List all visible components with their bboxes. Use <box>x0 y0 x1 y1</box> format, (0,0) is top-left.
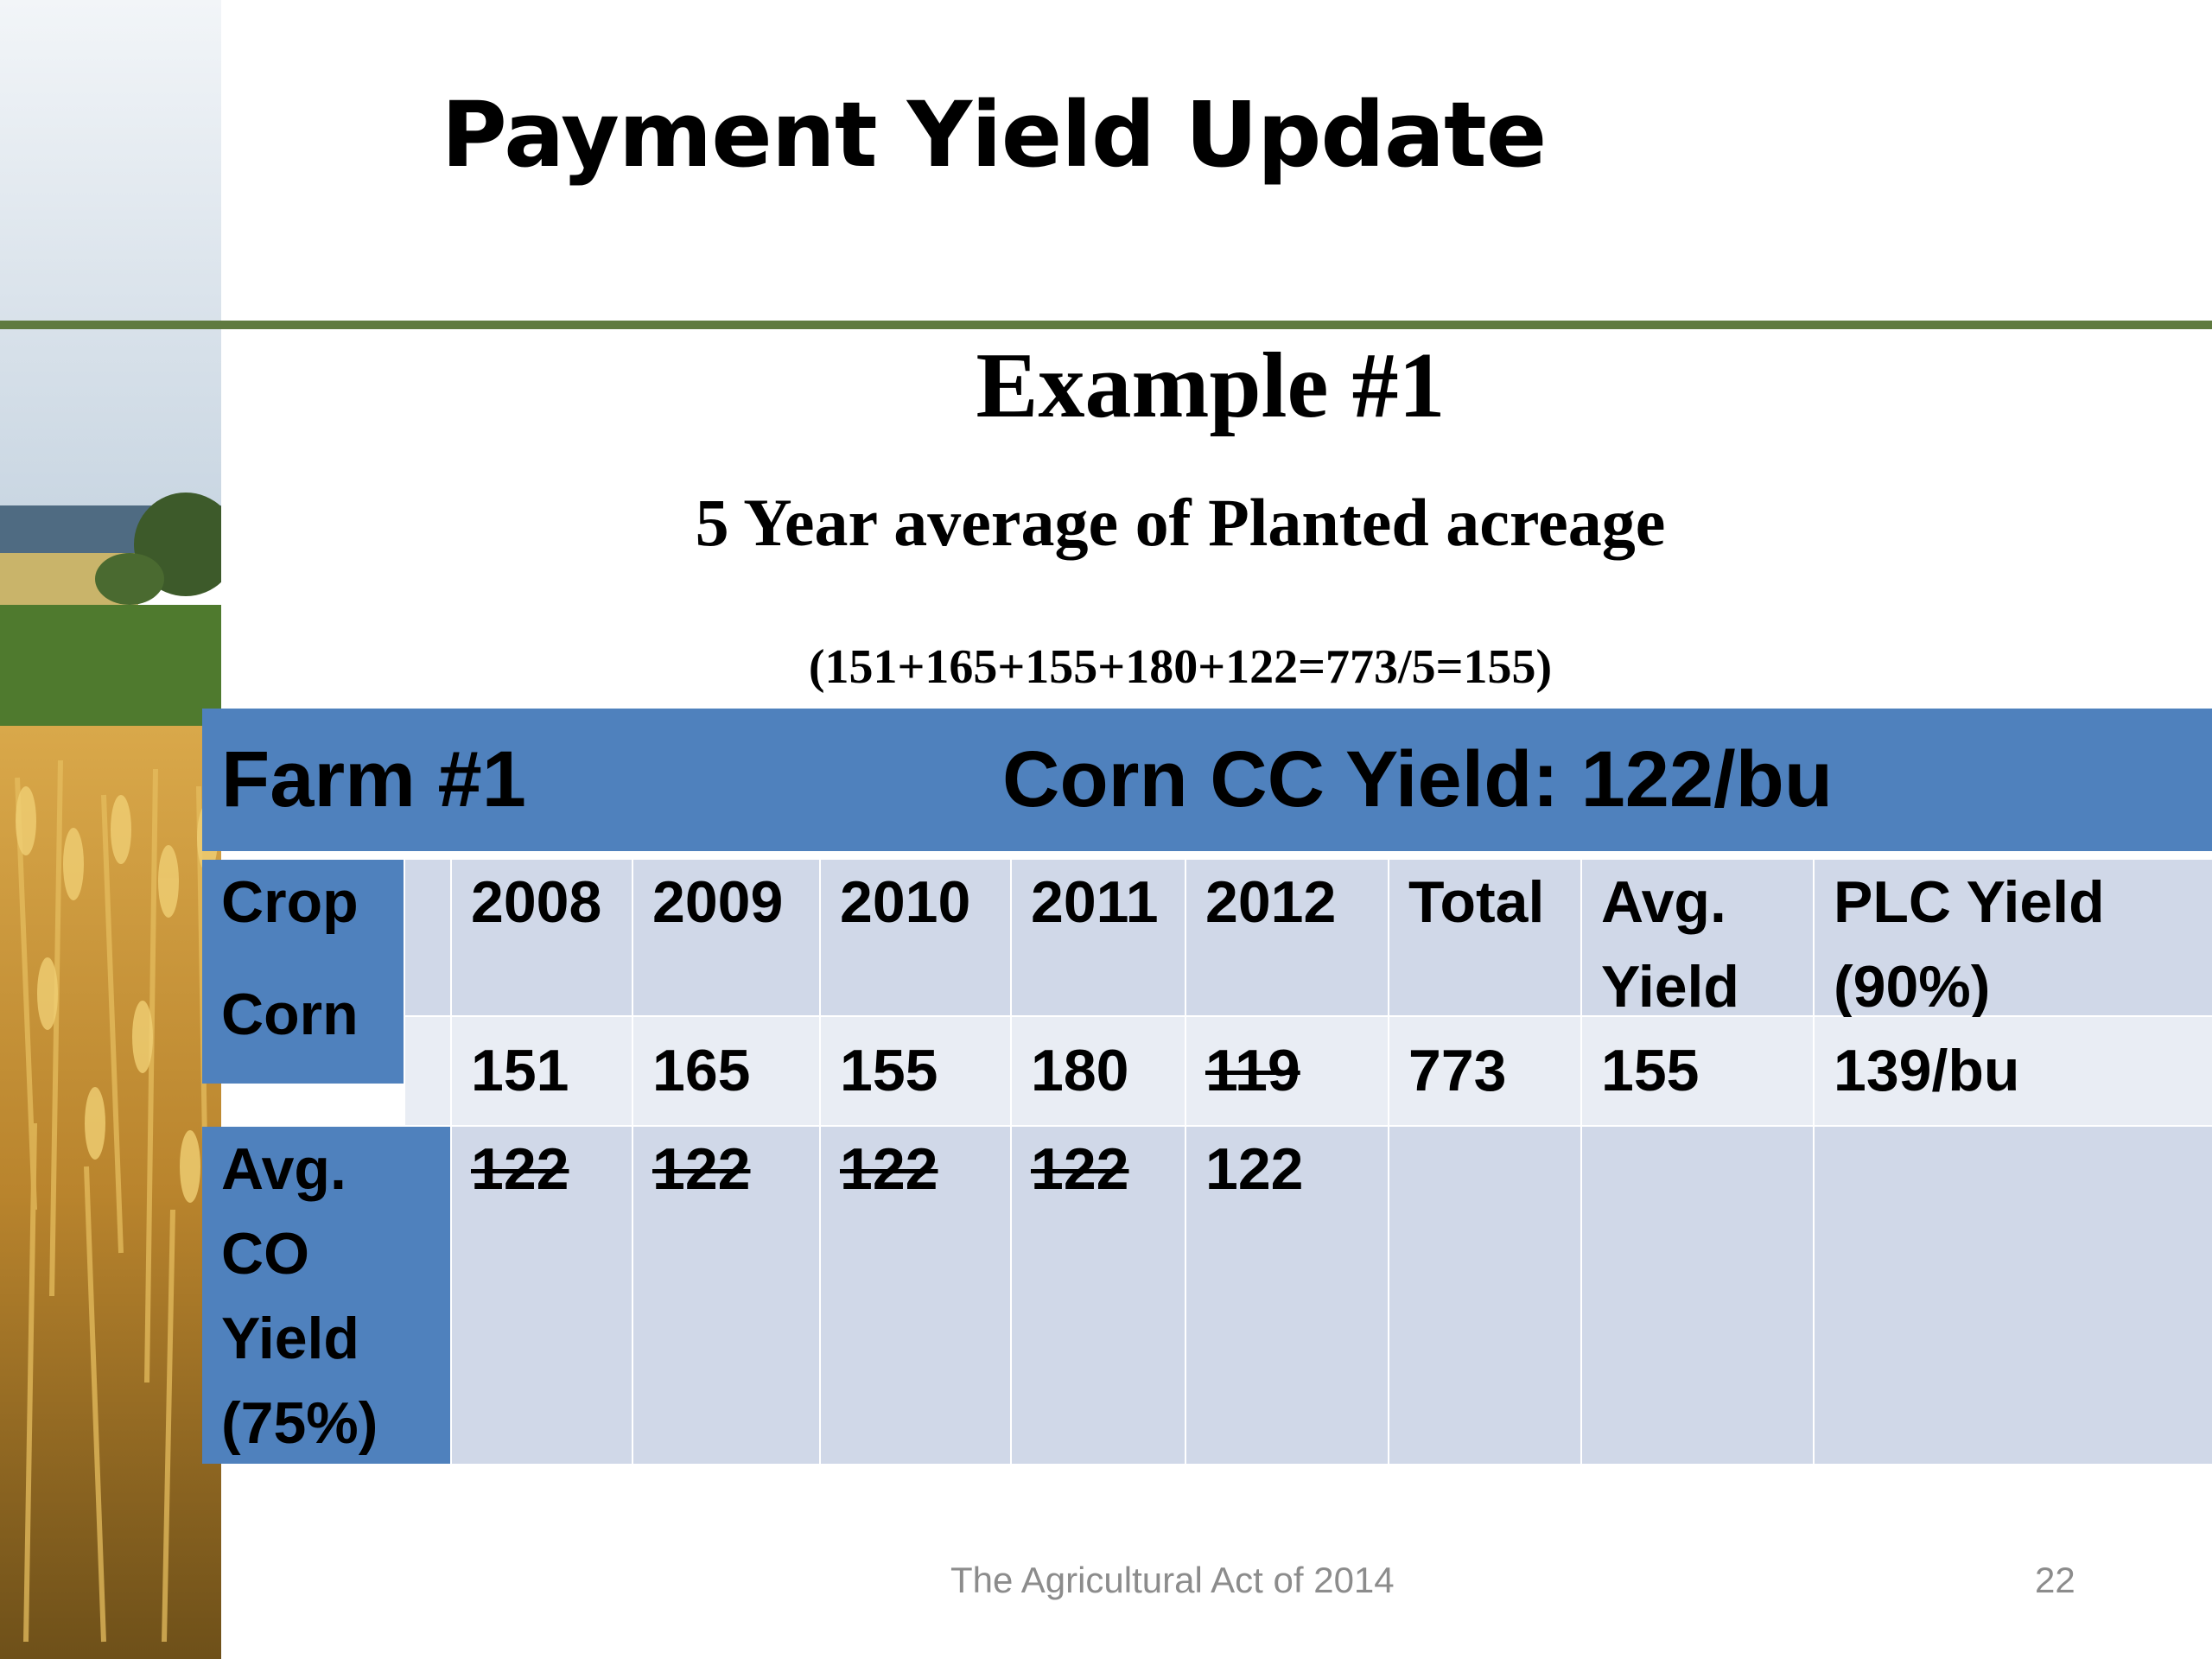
crop-name-cell: Corn <box>202 972 404 1084</box>
corn-value: 773 <box>1408 1038 1507 1103</box>
corn-value-cell: 151 <box>452 1017 632 1125</box>
spacer-cell <box>405 1017 450 1125</box>
slide-title: Payment Yield Update <box>441 82 1548 188</box>
avg-co-yield-cell: 122 <box>452 1127 632 1464</box>
avg-co-yield-label: Avg. <box>221 1136 346 1202</box>
corn-value: 165 <box>652 1038 751 1103</box>
column-header-label: Avg. <box>1601 869 1726 935</box>
column-header: 2011 <box>1012 860 1185 1015</box>
corn-value-cell: 155 <box>1582 1017 1813 1125</box>
wheat-field-image <box>0 0 221 1659</box>
avg-co-yield-cell <box>1389 1127 1580 1464</box>
footer-text: The Agricultural Act of 2014 <box>950 1560 1395 1600</box>
avg-co-yield-cell: 122 <box>1012 1127 1185 1464</box>
example-formula: (151+165+155+180+122=773/5=155) <box>808 640 1553 694</box>
table-header-band: Farm #1 Corn CC Yield: 122/bu <box>202 709 2212 851</box>
avg-co-yield-label: Yield <box>221 1306 359 1371</box>
yield-table: Farm #1 Corn CC Yield: 122/bu Crop Corn … <box>202 709 2212 1464</box>
corn-value-cell: 773 <box>1389 1017 1580 1125</box>
avg-co-yield-value: 122 <box>840 1136 938 1202</box>
avg-co-yield-label: CO <box>221 1221 309 1287</box>
corn-value: 139/bu <box>1834 1038 2020 1103</box>
corn-value: 180 <box>1031 1038 1129 1103</box>
column-header: 2009 <box>633 860 819 1015</box>
crop-header: Crop <box>221 869 359 935</box>
column-header: 2012 <box>1186 860 1388 1015</box>
corn-value-cell: 155 <box>821 1017 1010 1125</box>
spacer-cell <box>405 860 450 1015</box>
corn-value: 155 <box>840 1038 938 1103</box>
avg-co-yield-value: 122 <box>1205 1136 1304 1202</box>
avg-co-yield-cell: 122 <box>821 1127 1010 1464</box>
column-header-label: PLC Yield <box>1834 869 2105 935</box>
example-heading: Example #1 <box>976 334 1446 437</box>
corn-value-cell: 180 <box>1012 1017 1185 1125</box>
column-header: 2008 <box>452 860 632 1015</box>
column-header-label: Yield <box>1601 954 1739 1020</box>
page-number: 22 <box>2035 1560 2075 1600</box>
avg-co-yield-value: 122 <box>652 1136 751 1202</box>
column-header-label: 2012 <box>1205 869 1337 935</box>
avg-co-yield-cell <box>1815 1127 2212 1464</box>
column-header: Total <box>1389 860 1580 1015</box>
avg-co-yield-cell <box>1582 1127 1813 1464</box>
crop-header-cell: Crop <box>202 860 404 972</box>
corn-value-cell: 139/bu <box>1815 1017 2212 1125</box>
avg-co-yield-cell: 122 <box>633 1127 819 1464</box>
avg-co-yield-cell: 122 <box>1186 1127 1388 1464</box>
column-header-label: 2010 <box>840 869 971 935</box>
column-header-label: (90%) <box>1834 954 1991 1020</box>
corn-value-cell: 165 <box>633 1017 819 1125</box>
avg-co-yield-label-cell: Avg. CO Yield (75%) <box>202 1127 450 1464</box>
corn-value: 155 <box>1601 1038 1700 1103</box>
column-header-label: Total <box>1408 869 1545 935</box>
farm-label: Farm #1 <box>221 735 526 823</box>
avg-co-yield-value: 122 <box>471 1136 569 1202</box>
column-header: 2010 <box>821 860 1010 1015</box>
cc-yield-label: Corn CC Yield: 122/bu <box>1002 735 1834 823</box>
corn-value-cell: 119 <box>1186 1017 1388 1125</box>
corn-value: 119 <box>1205 1038 1300 1103</box>
title-divider <box>0 321 2212 329</box>
column-header: PLC Yield (90%) <box>1815 860 2212 1020</box>
crop-name: Corn <box>221 982 359 1047</box>
avg-co-yield-label: (75%) <box>221 1390 378 1456</box>
column-header-label: 2009 <box>652 869 784 935</box>
column-header: Avg. Yield <box>1582 860 1813 1020</box>
column-header-label: 2008 <box>471 869 602 935</box>
example-subheading: 5 Year average of Planted acreage <box>695 485 1666 560</box>
corn-value: 151 <box>471 1038 569 1103</box>
column-header-label: 2011 <box>1031 869 1159 935</box>
avg-co-yield-value: 122 <box>1031 1136 1129 1202</box>
